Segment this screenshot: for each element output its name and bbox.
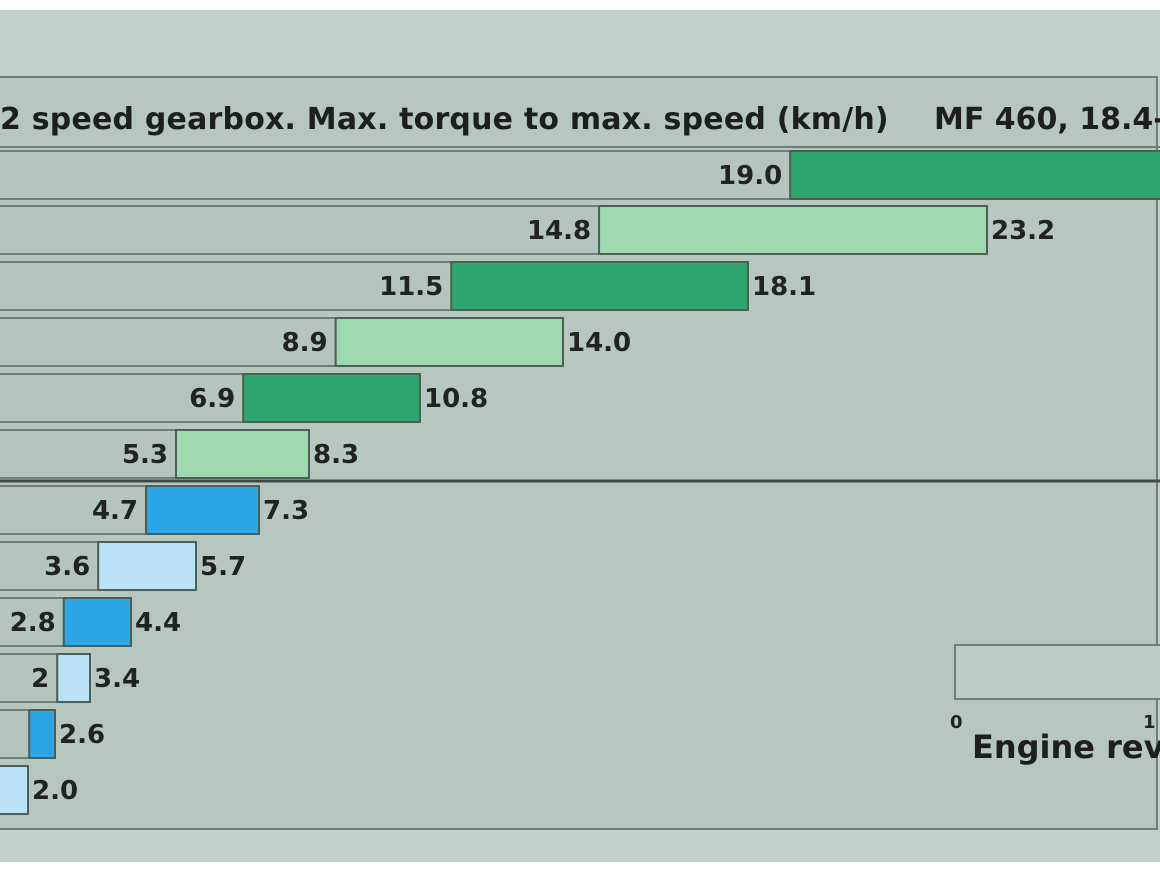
- high-label-9: 4.4: [135, 608, 181, 638]
- range-bar-3: [450, 261, 749, 311]
- high-label-11: 2.6: [59, 720, 105, 750]
- low-label-9: 2.8: [10, 608, 56, 638]
- row-track-7: [0, 485, 147, 535]
- range-bar-7: [145, 485, 260, 535]
- range-bar-4: [334, 317, 565, 367]
- high-label-10: 3.4: [94, 664, 140, 694]
- range-bar-9: [62, 597, 132, 647]
- high-label-3: 18.1: [752, 272, 816, 302]
- range-bar-11: [28, 709, 56, 759]
- high-label-6: 8.3: [313, 440, 359, 470]
- low-label-6: 5.3: [122, 440, 168, 470]
- chart-title: 2 speed gearbox. Max. torque to max. spe…: [0, 102, 889, 137]
- low-label-7: 4.7: [92, 496, 138, 526]
- row-track-5: [0, 373, 245, 423]
- legend-tick-0: 0: [950, 712, 963, 733]
- high-label-4: 14.0: [567, 328, 631, 358]
- range-bar-1: [789, 150, 1160, 200]
- range-bar-10: [56, 653, 91, 703]
- chart-subtitle: MF 460, 18.4-3: [934, 102, 1160, 137]
- range-bar-12: [0, 765, 30, 815]
- low-label-5: 6.9: [189, 384, 235, 414]
- range-bar-6: [175, 429, 310, 479]
- low-label-10: 2: [31, 664, 49, 694]
- high-label-2: 23.2: [991, 216, 1055, 246]
- low-label-1: 19.0: [718, 161, 782, 191]
- low-label-8: 3.6: [44, 552, 90, 582]
- row-track-11: [0, 709, 31, 759]
- low-label-2: 14.8: [527, 216, 591, 246]
- low-label-4: 8.9: [282, 328, 328, 358]
- row-track-1: [0, 150, 792, 200]
- low-label-3: 11.5: [379, 272, 443, 302]
- range-bar-2: [598, 205, 988, 255]
- high-label-5: 10.8: [424, 384, 488, 414]
- legend-tick-1: 1: [1143, 712, 1156, 733]
- row-track-2: [0, 205, 601, 255]
- row-track-10: [0, 653, 59, 703]
- high-label-12: 2.0: [32, 776, 78, 806]
- range-bar-8: [97, 541, 197, 591]
- legend-box: [954, 644, 1160, 700]
- legend-label: Engine rev: [972, 728, 1160, 766]
- high-label-8: 5.7: [200, 552, 246, 582]
- range-bar-5: [242, 373, 421, 423]
- row-track-6: [0, 429, 177, 479]
- high-label-7: 7.3: [263, 496, 309, 526]
- row-track-4: [0, 317, 337, 367]
- row-track-9: [0, 597, 65, 647]
